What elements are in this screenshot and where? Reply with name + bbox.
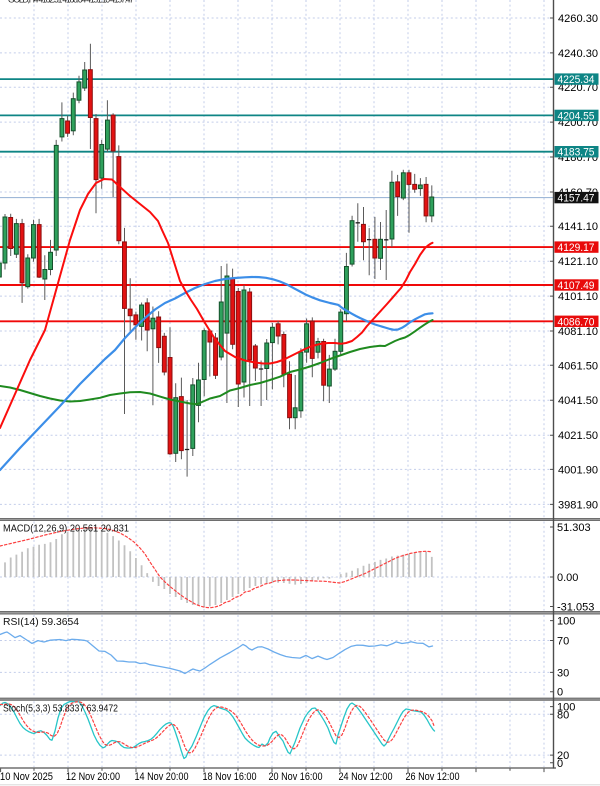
svg-text:12 Nov 20:00: 12 Nov 20:00 xyxy=(66,771,120,783)
svg-text:100: 100 xyxy=(557,702,575,714)
svg-text:4107.49: 4107.49 xyxy=(558,280,595,292)
svg-text:70: 70 xyxy=(557,636,569,648)
svg-text:4129.17: 4129.17 xyxy=(558,242,595,254)
svg-text:30: 30 xyxy=(557,667,569,679)
svg-text:4121.10: 4121.10 xyxy=(558,256,598,268)
svg-text:4141.10: 4141.10 xyxy=(558,221,598,233)
svg-text:4086.70: 4086.70 xyxy=(558,316,595,328)
svg-text:100: 100 xyxy=(557,616,575,628)
svg-text:4240.30: 4240.30 xyxy=(558,48,598,60)
svg-text:4220.70: 4220.70 xyxy=(558,82,598,94)
svg-text:4081.10: 4081.10 xyxy=(558,326,598,338)
svg-text:4101.10: 4101.10 xyxy=(558,291,598,303)
svg-text:0.00: 0.00 xyxy=(557,572,578,584)
svg-text:24 Nov 12:00: 24 Nov 12:00 xyxy=(339,771,393,783)
svg-text:4001.90: 4001.90 xyxy=(558,464,598,476)
svg-text:MACD(12,26,9) 20.561 20.831: MACD(12,26,9) 20.561 20.831 xyxy=(3,524,129,535)
svg-text:20 Nov 16:00: 20 Nov 16:00 xyxy=(269,771,323,783)
svg-text:0: 0 xyxy=(557,758,563,770)
svg-text:4041.50: 4041.50 xyxy=(558,395,598,407)
svg-text:80: 80 xyxy=(557,709,569,721)
svg-text:26 Nov 12:00: 26 Nov 12:00 xyxy=(406,771,460,783)
svg-text:10 Nov 2025: 10 Nov 2025 xyxy=(0,771,53,783)
svg-text:14 Nov 20:00: 14 Nov 20:00 xyxy=(135,771,189,783)
svg-text:-31.053: -31.053 xyxy=(557,602,594,614)
svg-text:4183.75: 4183.75 xyxy=(558,147,595,159)
svg-text:GOLD,H4 4162.31 4168.04 4151.: GOLD,H4 4162.31 4168.04 4151.10 4157.47 xyxy=(8,0,134,5)
svg-text:4204.55: 4204.55 xyxy=(558,110,595,122)
svg-text:3981.90: 3981.90 xyxy=(558,499,598,511)
svg-text:51.303: 51.303 xyxy=(557,522,591,534)
svg-text:0: 0 xyxy=(557,687,563,699)
svg-text:20: 20 xyxy=(557,750,569,762)
svg-text:RSI(14) 59.3654: RSI(14) 59.3654 xyxy=(3,617,80,628)
svg-text:4225.34: 4225.34 xyxy=(558,74,595,86)
svg-text:4061.50: 4061.50 xyxy=(558,360,598,372)
svg-text:4260.30: 4260.30 xyxy=(558,13,598,25)
svg-text:4157.47: 4157.47 xyxy=(558,193,595,205)
svg-text:18 Nov 16:00: 18 Nov 16:00 xyxy=(203,771,257,783)
svg-text:Stoch(5,3,3) 53.8337 63.9472: Stoch(5,3,3) 53.8337 63.9472 xyxy=(3,704,118,715)
svg-text:4021.50: 4021.50 xyxy=(558,430,598,442)
